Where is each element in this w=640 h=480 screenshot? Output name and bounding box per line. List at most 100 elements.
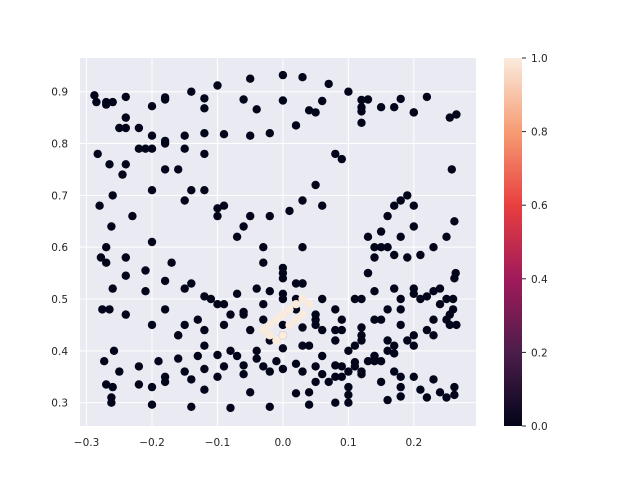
- data-point: [115, 367, 124, 376]
- data-point: [370, 243, 379, 252]
- data-point: [147, 102, 157, 111]
- data-point: [435, 388, 445, 397]
- data-point: [239, 222, 248, 231]
- data-point: [95, 201, 104, 210]
- data-point: [390, 341, 399, 350]
- data-point: [357, 336, 366, 345]
- data-point: [232, 232, 242, 241]
- data-point: [370, 351, 379, 361]
- data-point: [180, 284, 189, 293]
- data-point: [357, 103, 366, 112]
- data-point: [105, 305, 114, 314]
- data-point: [429, 331, 438, 340]
- data-point: [383, 346, 392, 355]
- data-point: [252, 284, 261, 293]
- data-point: [304, 106, 314, 115]
- data-point: [259, 315, 268, 324]
- data-point: [450, 390, 459, 400]
- data-point: [376, 377, 386, 387]
- data-point: [278, 344, 288, 353]
- data-point: [147, 237, 157, 247]
- data-point: [259, 300, 268, 309]
- data-point: [304, 300, 314, 309]
- data-points: [90, 70, 461, 413]
- data-point: [278, 310, 288, 319]
- data-point: [318, 294, 327, 304]
- data-point: [226, 310, 235, 319]
- data-point: [442, 294, 451, 304]
- data-point: [213, 81, 222, 90]
- data-point: [450, 382, 459, 392]
- data-point: [357, 367, 366, 376]
- data-point: [291, 279, 301, 288]
- data-point: [160, 305, 170, 314]
- data-point: [396, 392, 405, 401]
- data-point: [337, 315, 346, 324]
- data-point: [259, 325, 268, 335]
- data-point: [134, 380, 144, 389]
- series-16: [102, 258, 307, 335]
- data-point: [357, 118, 366, 128]
- data-point: [311, 310, 320, 319]
- y-tick-label: 0.9: [51, 87, 68, 99]
- data-point: [180, 131, 189, 140]
- x-tick-label: −0.2: [139, 437, 165, 449]
- data-point: [200, 186, 209, 195]
- data-point: [252, 346, 261, 355]
- data-point: [291, 315, 301, 324]
- data-point: [219, 320, 229, 330]
- data-point: [213, 350, 222, 360]
- data-point: [278, 331, 288, 340]
- data-point: [246, 325, 255, 335]
- data-point: [324, 79, 333, 89]
- data-point: [174, 165, 183, 174]
- series-31: [259, 294, 314, 345]
- data-point: [409, 108, 418, 117]
- data-point: [285, 305, 294, 314]
- data-point: [396, 294, 405, 304]
- data-point: [422, 325, 432, 335]
- series-29: [160, 361, 346, 381]
- data-point: [278, 70, 288, 80]
- data-point: [344, 390, 353, 400]
- data-point: [442, 393, 451, 402]
- data-point: [304, 400, 314, 409]
- data-point: [239, 310, 248, 319]
- data-point: [318, 96, 327, 106]
- data-point: [93, 149, 102, 159]
- y-tick-label: 0.8: [51, 139, 68, 151]
- data-point: [232, 289, 242, 298]
- data-point: [429, 243, 438, 252]
- x-tick-label: −0.1: [205, 437, 231, 449]
- data-point: [259, 362, 268, 371]
- colorbar-tick-label: 0.0: [531, 421, 548, 433]
- data-point: [390, 250, 399, 260]
- data-point: [396, 232, 405, 241]
- data-point: [429, 287, 438, 296]
- data-point: [298, 196, 307, 205]
- data-point: [160, 372, 170, 381]
- data-point: [98, 305, 107, 314]
- data-point: [246, 388, 255, 397]
- data-point: [331, 149, 340, 159]
- data-point: [403, 253, 412, 262]
- series-17: [174, 284, 320, 340]
- data-point: [318, 370, 327, 379]
- data-point: [141, 266, 150, 275]
- data-point: [396, 372, 405, 381]
- data-point: [383, 305, 392, 314]
- data-point: [298, 243, 307, 252]
- data-point: [147, 400, 157, 409]
- data-point: [108, 284, 117, 293]
- data-point: [187, 186, 196, 195]
- data-point: [219, 201, 229, 210]
- data-point: [445, 113, 454, 122]
- data-point: [108, 382, 117, 392]
- series-25: [278, 268, 405, 381]
- data-point: [344, 87, 353, 96]
- data-point: [442, 232, 451, 241]
- data-point: [298, 294, 307, 304]
- series-18: [105, 305, 340, 355]
- data-point: [200, 325, 209, 335]
- series-21: [344, 289, 454, 355]
